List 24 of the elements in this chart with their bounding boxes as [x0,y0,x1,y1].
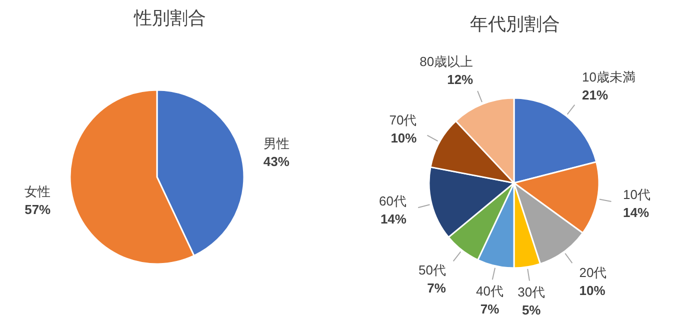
slice-label: 60代 [379,194,406,209]
data-label: 21% [582,87,608,102]
slice-label: 50代 [418,262,446,278]
slice-label: 女性 [24,184,51,199]
data-label: 12% [447,72,474,87]
slice-label: 70代 [389,112,417,128]
data-label: 14% [623,204,650,220]
slice-label: 男性 [263,136,290,152]
slice-label: 40代 [476,283,504,298]
data-label: 10% [390,130,418,146]
data-label: 14% [380,212,407,227]
data-label: 10% [579,282,606,298]
data-label: 57% [24,202,52,217]
data-label: 5% [522,302,542,318]
slice-label: 10代 [623,186,651,202]
slice-label: 10歳未満 [582,69,636,84]
data-label: 7% [427,280,446,296]
chart-title: 年代別割合 [470,14,560,34]
slice-label: 20代 [579,264,607,280]
data-label: 43% [263,154,290,170]
data-label: 7% [480,301,500,316]
slice-label: 30代 [518,284,546,300]
chart-title: 性別割合 [133,8,206,28]
slice-label: 80歳以上 [420,54,474,69]
